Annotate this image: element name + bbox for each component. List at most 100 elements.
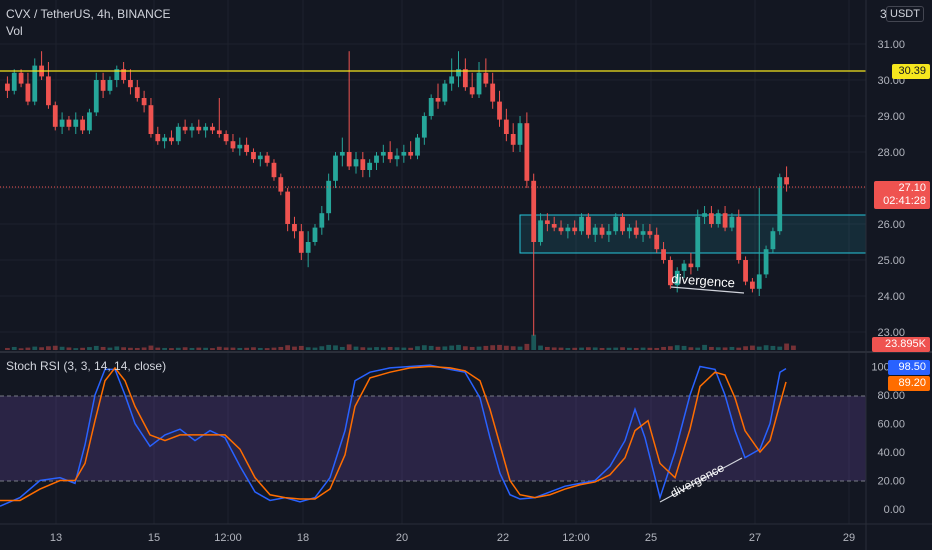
volume-bar	[121, 347, 127, 350]
candle-body	[93, 80, 99, 113]
volume-bar	[196, 347, 202, 350]
volume-bar	[585, 347, 591, 350]
volume-bar	[558, 347, 564, 350]
volume-bar	[39, 347, 44, 350]
volume-bar	[326, 344, 332, 350]
candle-body	[169, 137, 174, 142]
candle-body	[121, 69, 127, 80]
volume-bar	[579, 347, 584, 350]
time-tick-label: 13	[50, 532, 62, 544]
candle-body	[333, 155, 338, 181]
candle-body	[107, 80, 113, 91]
volume-bar	[469, 346, 475, 350]
volume-bar	[312, 347, 318, 350]
volume-bar	[210, 348, 215, 350]
candle-body	[25, 83, 31, 102]
candle-body	[257, 155, 263, 160]
candle-body	[182, 126, 188, 131]
candle-body	[736, 216, 742, 260]
volume-bar	[572, 347, 578, 350]
volume-bar	[264, 348, 270, 350]
volume-label[interactable]: Vol	[6, 24, 23, 38]
candle-body	[626, 227, 632, 232]
volume-bar	[25, 347, 31, 350]
volume-bar	[592, 347, 598, 350]
candle-body	[46, 76, 51, 106]
volume-bar	[709, 346, 714, 350]
candle-body	[709, 213, 714, 224]
volume-bar	[715, 347, 721, 350]
candle-body	[667, 260, 673, 286]
volume-bar	[442, 346, 448, 350]
candle-body	[688, 263, 694, 268]
volume-bar	[169, 348, 174, 350]
consolidation-box	[519, 214, 867, 254]
volume-bar	[203, 347, 209, 350]
volume-bar	[46, 346, 51, 350]
currency-button[interactable]: USDT	[886, 6, 924, 22]
volume-bar	[490, 345, 496, 350]
volume-bar	[613, 347, 619, 350]
candle-body	[770, 231, 776, 250]
candle-body	[544, 220, 550, 224]
grid-lines	[0, 0, 866, 524]
stoch-rsi-d-line	[0, 365, 787, 502]
volume-bar	[251, 347, 256, 350]
candle-body	[210, 126, 215, 131]
candle-body	[312, 227, 318, 242]
candle-body	[264, 155, 270, 163]
symbol-title[interactable]: CVX / TetherUS, 4h, BINANCE	[6, 7, 171, 21]
volume-bar	[73, 348, 79, 350]
rsi-tick-label: 80.00	[877, 390, 905, 402]
volume-bar	[743, 346, 748, 350]
candle-body	[353, 159, 359, 167]
volume-bar	[667, 346, 673, 350]
candle-body	[722, 213, 728, 228]
volume-bars	[5, 334, 796, 350]
volume-bar	[791, 345, 796, 350]
volume-bar	[544, 346, 550, 350]
candle-body	[162, 137, 168, 142]
rsi-tick-label: 60.00	[877, 419, 905, 431]
stoch-rsi-title[interactable]: Stoch RSI (3, 3, 14, 14, close)	[6, 359, 167, 373]
volume-bar	[148, 345, 154, 350]
resistance-price-badge: 30.39	[892, 64, 930, 79]
rsi-divergence-line	[659, 457, 743, 503]
candle-body	[490, 83, 496, 102]
candle-body	[339, 152, 345, 156]
candle-body	[531, 180, 537, 242]
volume-bar	[565, 347, 571, 350]
candle-body	[292, 224, 297, 232]
candle-body	[244, 144, 250, 152]
candle-body	[620, 216, 625, 232]
volume-bar	[661, 346, 666, 350]
candle-body	[148, 105, 154, 134]
candle-body	[756, 274, 762, 289]
time-tick-label: 12:00	[562, 532, 590, 544]
volume-bar	[462, 346, 468, 350]
time-tick-label: 20	[396, 532, 408, 544]
candle-body	[592, 227, 598, 235]
candle-body	[11, 72, 17, 91]
volume-bar	[483, 345, 489, 350]
candle-body	[421, 116, 427, 138]
price-divergence-line	[670, 286, 745, 294]
volume-bar	[346, 344, 352, 350]
candle-body	[784, 177, 789, 185]
candle-body	[524, 123, 530, 181]
candle-body	[230, 141, 236, 149]
candle-body	[503, 119, 509, 134]
candle-body	[73, 119, 79, 127]
volume-bar	[503, 345, 509, 350]
candle-body	[654, 234, 660, 250]
volume-bar	[298, 345, 304, 350]
candle-body	[401, 152, 407, 156]
time-tick-label: 27	[749, 532, 761, 544]
candle-body	[483, 72, 489, 84]
volume-bar	[606, 347, 612, 350]
candle-body	[449, 76, 455, 84]
axes[interactable]: 31.0030.0029.0028.0027.0026.0025.0024.00…	[50, 39, 905, 544]
candle-body	[469, 87, 475, 95]
volume-bar	[435, 346, 441, 350]
